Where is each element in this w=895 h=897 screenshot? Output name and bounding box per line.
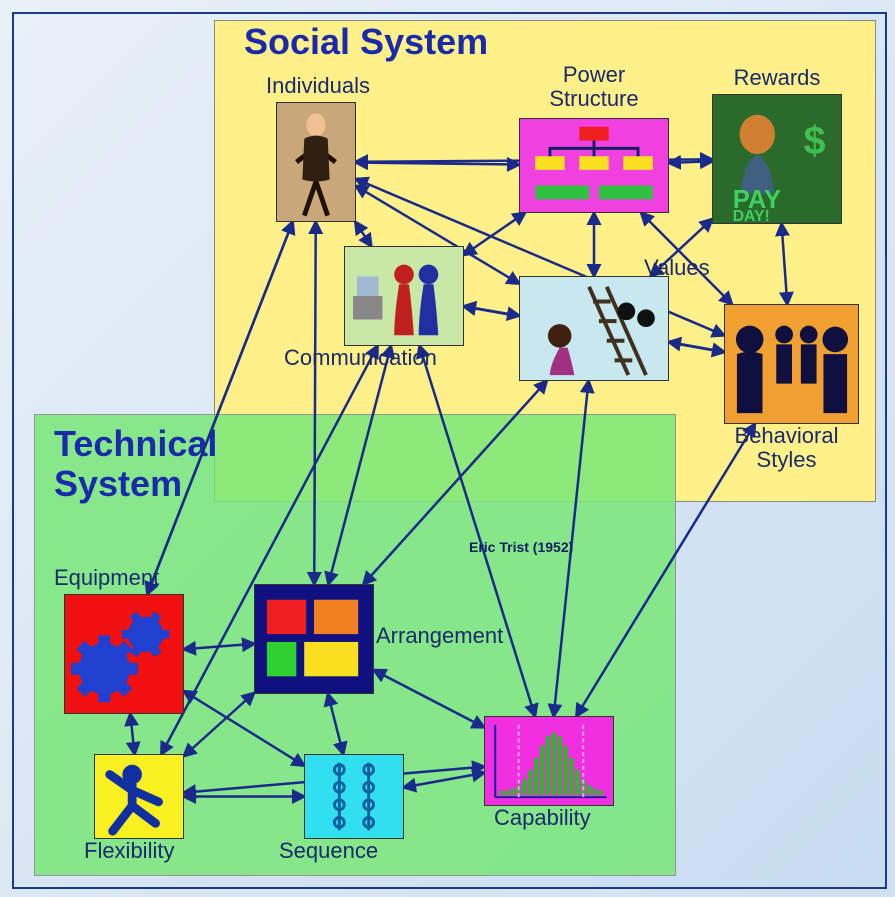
technical-system-title: Technical System — [54, 424, 217, 503]
node-label-sequence: Sequence — [279, 839, 378, 863]
diagram-frame: Social System Technical System Individua… — [12, 12, 887, 889]
node-equipment — [64, 594, 184, 714]
node-power — [519, 118, 669, 213]
node-rewards: PAYDAY!$ — [712, 94, 842, 224]
attribution-label: Eric Trist (1952) — [469, 539, 573, 556]
svg-text:DAY!: DAY! — [733, 208, 770, 223]
node-sequence — [304, 754, 404, 839]
node-label-communication: Communication — [284, 346, 437, 370]
node-label-rewards: Rewards — [712, 66, 842, 90]
node-label-power: Power Structure — [519, 63, 669, 111]
node-label-arrangement: Arrangement — [376, 624, 503, 648]
svg-text:$: $ — [804, 119, 826, 163]
node-capability — [484, 716, 614, 806]
node-behavioral — [724, 304, 859, 424]
social-system-title: Social System — [244, 22, 488, 62]
node-valuesn — [519, 276, 669, 381]
node-label-valuesn: Values — [644, 256, 710, 280]
node-flexibility — [94, 754, 184, 839]
node-individuals — [276, 102, 356, 222]
node-label-flexibility: Flexibility — [84, 839, 174, 863]
node-label-capability: Capability — [494, 806, 591, 830]
node-arrangement — [254, 584, 374, 694]
node-label-individuals: Individuals — [266, 74, 370, 98]
node-communication — [344, 246, 464, 346]
node-label-equipment: Equipment — [54, 566, 159, 590]
node-label-behavioral: Behavioral Styles — [719, 424, 854, 472]
